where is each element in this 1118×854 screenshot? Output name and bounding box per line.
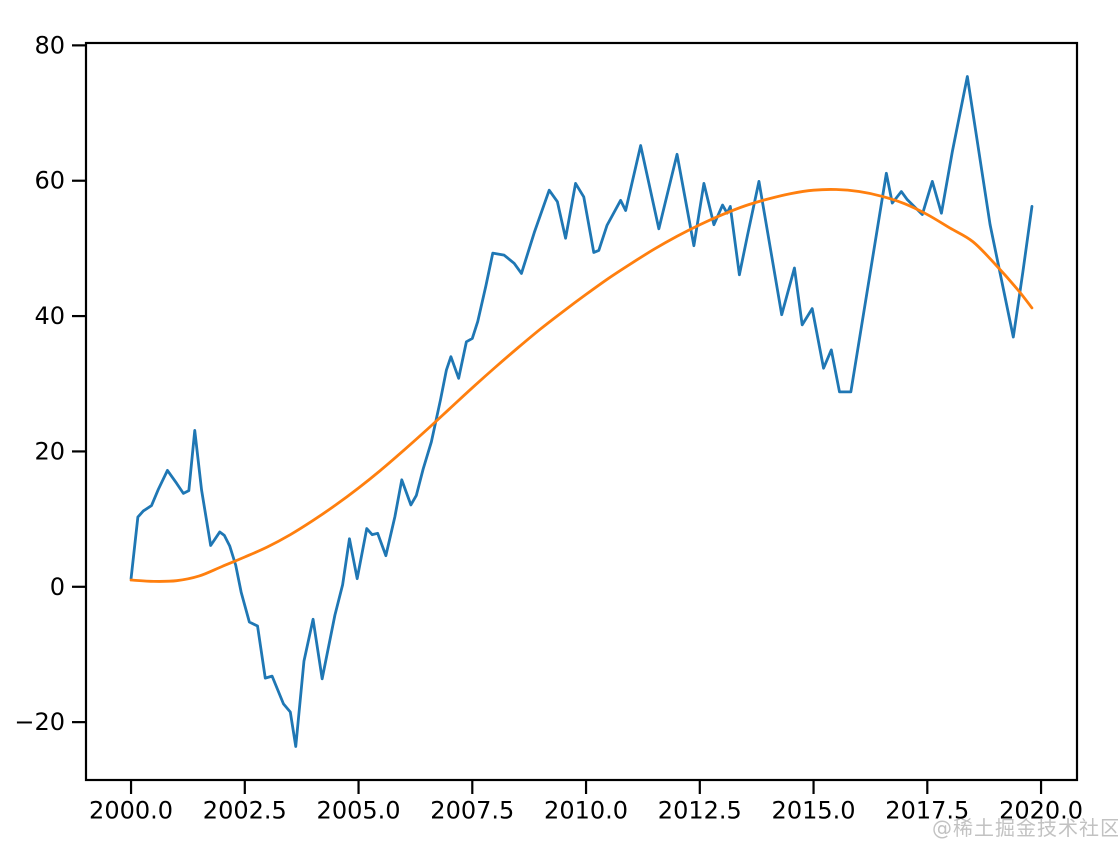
y-tick-label: 40 [34, 302, 65, 330]
x-tick-label: 2000.0 [89, 797, 173, 825]
y-tick-label: 0 [50, 573, 65, 601]
x-tick-label: 2012.5 [658, 797, 742, 825]
y-tick-label: 80 [34, 31, 65, 59]
polynomial-fit-line [129, 188, 1034, 583]
x-tick-label: 2007.5 [430, 797, 514, 825]
noisy-data-line [129, 75, 1034, 748]
x-tick-label: 2002.5 [203, 797, 287, 825]
axes-spines [84, 41, 1079, 782]
y-tick-label: −20 [14, 708, 65, 736]
x-tick-label: 2005.0 [317, 797, 401, 825]
y-tick-label: 20 [34, 437, 65, 465]
x-tick-label: 2010.0 [544, 797, 628, 825]
x-tick-label: 2017.5 [885, 797, 969, 825]
x-tick-label: 2015.0 [772, 797, 856, 825]
y-tick-label: 60 [34, 167, 65, 195]
x-tick-label: 2020.0 [999, 797, 1083, 825]
